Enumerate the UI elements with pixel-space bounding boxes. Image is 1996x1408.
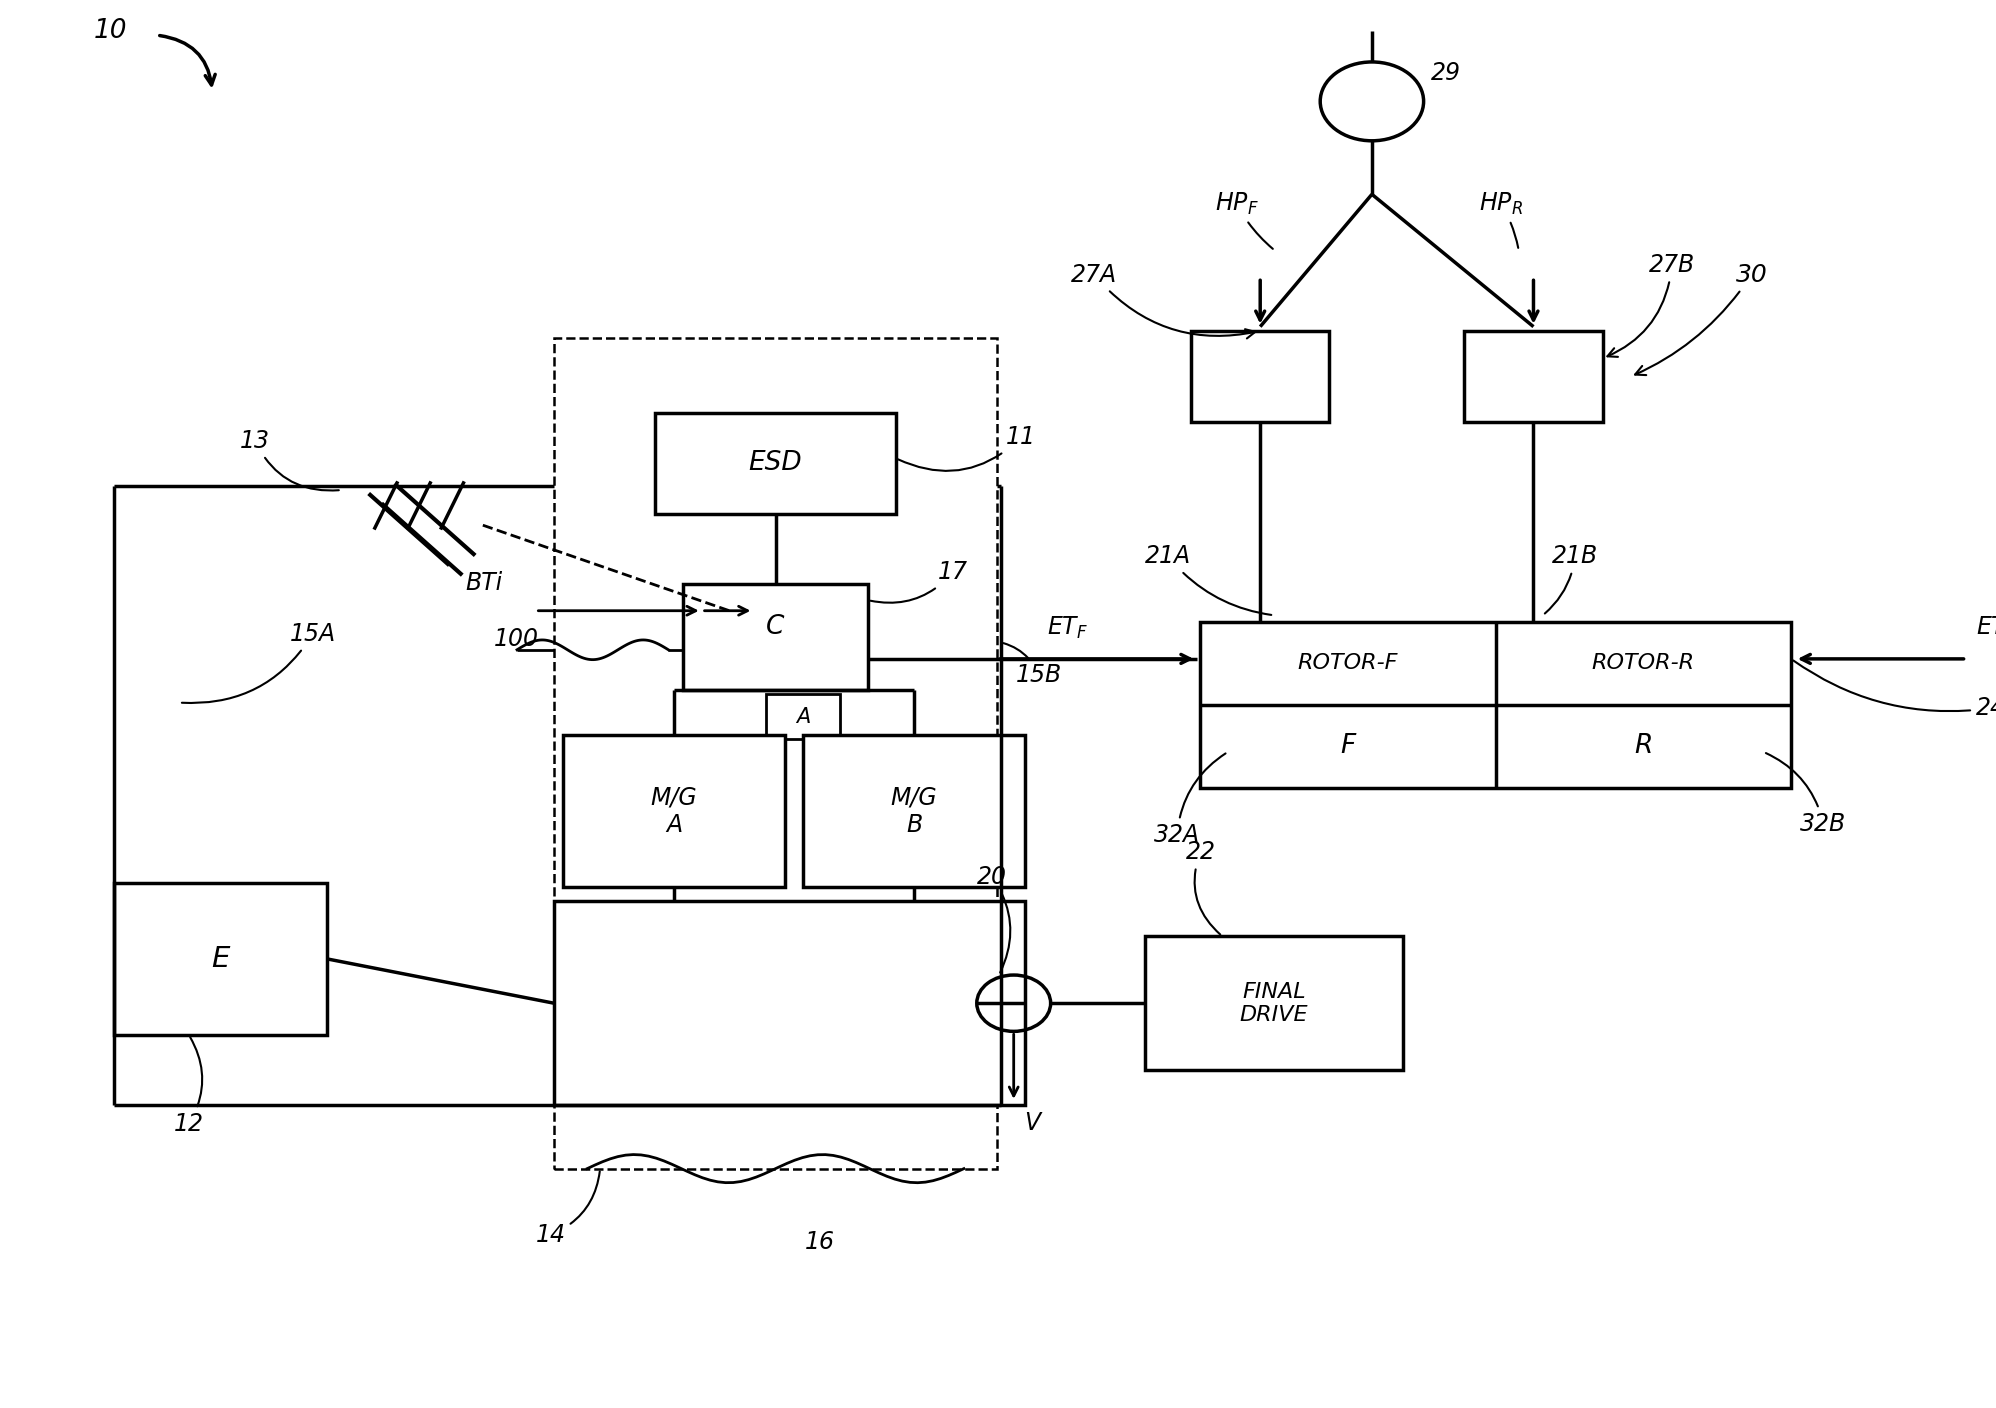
Text: ROTOR-F: ROTOR-F [1297,653,1397,673]
Bar [1465,331,1603,422]
Text: C: C [766,614,784,639]
Text: ESD: ESD [748,451,802,476]
Text: 20: 20 [976,865,1010,973]
Text: M/G
A: M/G A [651,786,697,836]
Text: 13: 13 [240,429,339,490]
Text: 22: 22 [1186,841,1220,935]
Text: 24: 24 [1792,660,1996,721]
Text: 27A: 27A [1072,263,1255,338]
Text: FINAL
DRIVE: FINAL DRIVE [1240,981,1307,1025]
Text: 100: 100 [495,627,539,650]
Text: ROTOR-R: ROTOR-R [1591,653,1695,673]
Text: 21B: 21B [1545,545,1599,614]
Bar [655,413,896,514]
Text: 11: 11 [898,425,1036,470]
Bar [683,584,868,690]
Bar [1200,622,1790,788]
Text: 17: 17 [870,560,968,603]
Text: $ET_F$: $ET_F$ [1048,615,1088,641]
Text: 14: 14 [535,1171,599,1247]
Text: BTi: BTi [465,570,503,594]
Text: V: V [1024,1111,1040,1135]
Text: $ET_R$: $ET_R$ [1976,615,1996,641]
Bar [555,901,1024,1105]
Text: 27B: 27B [1607,253,1695,356]
Text: 16: 16 [804,1229,834,1255]
Text: 32A: 32A [1154,753,1226,848]
Bar [114,883,327,1035]
Text: F: F [1341,734,1355,759]
Text: 32B: 32B [1766,753,1846,836]
Bar [1146,936,1403,1070]
Text: M/G
B: M/G B [890,786,938,836]
Text: $HP_R$: $HP_R$ [1479,191,1523,248]
Text: 29: 29 [1431,61,1461,86]
Text: 15B: 15B [1004,643,1062,687]
Bar [1192,331,1329,422]
Text: 30: 30 [1635,263,1766,375]
Text: 21A: 21A [1146,545,1271,615]
Text: 15A: 15A [182,622,335,703]
Text: A: A [796,707,810,727]
Text: R: R [1635,734,1653,759]
Bar [555,338,998,1169]
Text: 10: 10 [94,18,128,44]
Bar [563,735,784,887]
Bar [802,735,1024,887]
Bar [766,694,840,739]
Text: E: E [212,945,230,973]
Text: 12: 12 [174,1038,204,1136]
Text: $HP_F$: $HP_F$ [1216,191,1273,249]
